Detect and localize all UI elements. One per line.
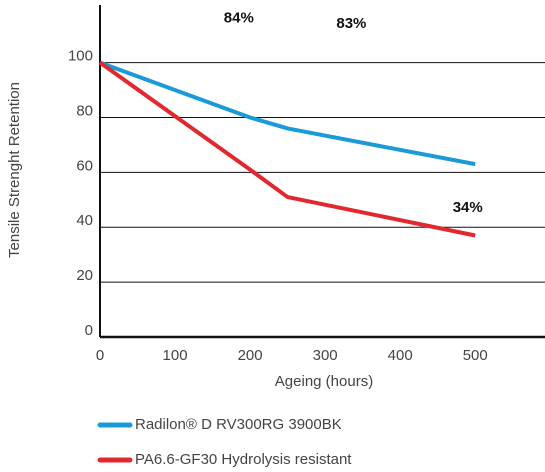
y-tick-label: 20 xyxy=(76,267,93,284)
annotation: 34% xyxy=(453,199,483,216)
x-tick-label: 0 xyxy=(96,347,104,364)
x-tick-label: 400 xyxy=(388,347,413,364)
x-tick-label: 500 xyxy=(463,347,488,364)
series-line xyxy=(98,60,476,238)
y-tick-label: 80 xyxy=(76,102,93,119)
y-axis-label: Tensile Strenght Retention xyxy=(6,82,23,258)
legend-label: PA6.6-GF30 Hydrolysis resistant xyxy=(135,451,352,468)
y-tick-label: 60 xyxy=(76,157,93,174)
y-tick-label: 40 xyxy=(76,212,93,229)
series-line xyxy=(99,60,476,167)
x-tick-label: 100 xyxy=(163,347,188,364)
x-axis-label: Ageing (hours) xyxy=(275,373,373,390)
annotation: 84% xyxy=(224,10,254,27)
annotation: 83% xyxy=(336,15,366,32)
legend-label: Radilon® D RV300RG 3900BK xyxy=(135,416,342,433)
y-tick-label: 0 xyxy=(85,322,93,339)
y-tick-label: 100 xyxy=(68,48,93,65)
x-tick-label: 200 xyxy=(238,347,263,364)
x-tick-label: 300 xyxy=(313,347,338,364)
